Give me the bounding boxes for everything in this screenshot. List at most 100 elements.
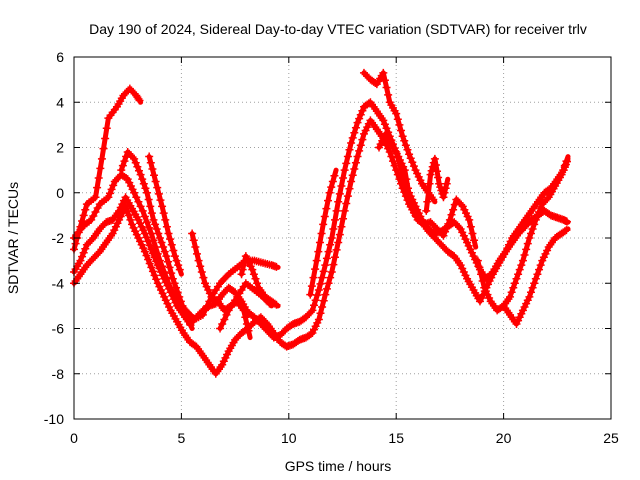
data-point bbox=[403, 145, 412, 154]
data-point bbox=[562, 217, 571, 226]
data-point bbox=[560, 227, 569, 236]
data-point bbox=[162, 222, 171, 231]
data-point bbox=[531, 274, 540, 283]
data-point bbox=[457, 200, 466, 209]
data-point bbox=[525, 234, 534, 242]
data-point bbox=[121, 202, 130, 211]
data-point bbox=[145, 223, 154, 232]
data-point bbox=[174, 261, 183, 270]
y-tick-label: 2 bbox=[56, 140, 64, 156]
data-point bbox=[557, 170, 566, 179]
data-point bbox=[151, 177, 160, 186]
data-point bbox=[175, 292, 184, 301]
data-point bbox=[93, 183, 102, 192]
data-point bbox=[322, 284, 331, 293]
series-13 bbox=[422, 154, 451, 215]
data-point bbox=[173, 288, 182, 297]
data-point bbox=[311, 296, 320, 305]
data-point bbox=[382, 124, 391, 133]
data-point bbox=[316, 279, 325, 288]
data-point bbox=[343, 192, 352, 201]
data-point bbox=[156, 196, 165, 205]
data-point bbox=[321, 290, 330, 299]
data-point bbox=[440, 188, 449, 197]
series-15 bbox=[499, 226, 571, 328]
data-point bbox=[145, 259, 154, 268]
data-point bbox=[520, 250, 529, 259]
data-point bbox=[510, 279, 519, 288]
data-point bbox=[517, 261, 526, 270]
data-point bbox=[395, 175, 404, 184]
data-point bbox=[337, 222, 346, 231]
data-point bbox=[124, 211, 133, 220]
data-point bbox=[318, 303, 327, 312]
data-point bbox=[355, 114, 364, 123]
data-point bbox=[140, 212, 149, 221]
data-point bbox=[104, 193, 113, 202]
data-point bbox=[147, 209, 156, 218]
x-tick-label: 0 bbox=[70, 430, 78, 446]
data-point bbox=[150, 253, 159, 262]
data-point bbox=[329, 260, 338, 269]
data-point bbox=[76, 256, 85, 265]
data-point bbox=[442, 223, 451, 232]
data-point bbox=[172, 256, 181, 265]
data-point bbox=[405, 193, 414, 202]
data-point bbox=[342, 159, 351, 168]
chart-title: Day 190 of 2024, Sidereal Day-to-day VTE… bbox=[89, 21, 587, 37]
data-point bbox=[562, 226, 571, 235]
data-point bbox=[319, 220, 328, 229]
data-point bbox=[170, 279, 179, 288]
data-point bbox=[148, 249, 157, 258]
data-point bbox=[164, 229, 173, 238]
data-point bbox=[310, 301, 319, 310]
data-point bbox=[194, 256, 203, 265]
data-point bbox=[345, 184, 354, 193]
data-point bbox=[441, 184, 450, 193]
x-tick-label: 25 bbox=[603, 430, 619, 446]
data-point bbox=[158, 202, 167, 211]
data-point bbox=[222, 310, 231, 319]
data-point bbox=[307, 282, 316, 291]
y-tick-label: -6 bbox=[52, 321, 65, 337]
y-tick-label: -8 bbox=[52, 366, 65, 382]
data-point bbox=[422, 206, 431, 215]
data-point bbox=[434, 173, 443, 182]
data-point bbox=[79, 248, 88, 257]
data-point bbox=[176, 297, 185, 306]
data-point bbox=[322, 254, 331, 263]
data-point bbox=[199, 273, 208, 282]
data-point bbox=[350, 128, 359, 137]
data-point bbox=[353, 118, 362, 127]
data-point bbox=[101, 134, 110, 143]
data-point bbox=[449, 205, 458, 214]
data-point bbox=[470, 236, 479, 245]
data-point bbox=[326, 273, 335, 282]
y-tick-label: 4 bbox=[56, 94, 64, 110]
data-point bbox=[143, 188, 152, 197]
data-point bbox=[382, 83, 391, 92]
data-point bbox=[380, 76, 389, 85]
data-point bbox=[178, 301, 187, 310]
data-point bbox=[342, 199, 351, 208]
data-point bbox=[94, 174, 103, 183]
data-point bbox=[132, 193, 141, 202]
data-point bbox=[143, 218, 152, 227]
data-point bbox=[189, 236, 198, 245]
data-point bbox=[330, 171, 339, 180]
data-point bbox=[325, 188, 334, 197]
data-point bbox=[241, 313, 250, 322]
data-point bbox=[390, 161, 399, 170]
data-point bbox=[308, 306, 317, 315]
data-point bbox=[272, 300, 281, 309]
data-point bbox=[306, 308, 315, 317]
data-point bbox=[506, 292, 515, 301]
data-point bbox=[358, 135, 367, 144]
data-point bbox=[559, 166, 568, 175]
data-point bbox=[122, 174, 131, 183]
data-point bbox=[239, 306, 248, 315]
data-point bbox=[425, 179, 434, 188]
x-tick-label: 5 bbox=[178, 430, 186, 446]
data-point bbox=[535, 207, 544, 216]
